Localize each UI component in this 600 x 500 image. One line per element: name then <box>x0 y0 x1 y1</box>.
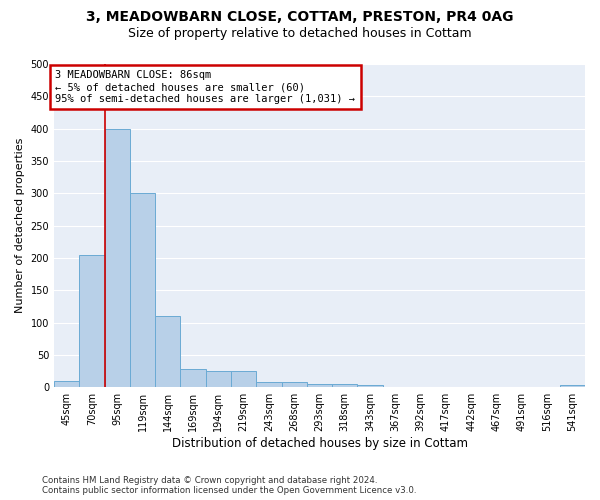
Text: Size of property relative to detached houses in Cottam: Size of property relative to detached ho… <box>128 28 472 40</box>
Text: 3 MEADOWBARN CLOSE: 86sqm
← 5% of detached houses are smaller (60)
95% of semi-d: 3 MEADOWBARN CLOSE: 86sqm ← 5% of detach… <box>55 70 355 104</box>
Bar <box>307 384 332 388</box>
Bar <box>79 255 104 388</box>
Bar <box>332 384 358 388</box>
Bar <box>54 381 79 388</box>
Bar <box>206 371 231 388</box>
Bar <box>130 194 155 388</box>
Bar <box>281 382 307 388</box>
Bar <box>231 371 256 388</box>
Bar <box>560 386 585 388</box>
Text: 3, MEADOWBARN CLOSE, COTTAM, PRESTON, PR4 0AG: 3, MEADOWBARN CLOSE, COTTAM, PRESTON, PR… <box>86 10 514 24</box>
Text: Contains HM Land Registry data © Crown copyright and database right 2024.
Contai: Contains HM Land Registry data © Crown c… <box>42 476 416 495</box>
Bar <box>256 382 281 388</box>
Bar <box>104 128 130 388</box>
Bar <box>358 386 383 388</box>
Bar <box>155 316 181 388</box>
Y-axis label: Number of detached properties: Number of detached properties <box>15 138 25 314</box>
Bar <box>181 369 206 388</box>
X-axis label: Distribution of detached houses by size in Cottam: Distribution of detached houses by size … <box>172 437 467 450</box>
